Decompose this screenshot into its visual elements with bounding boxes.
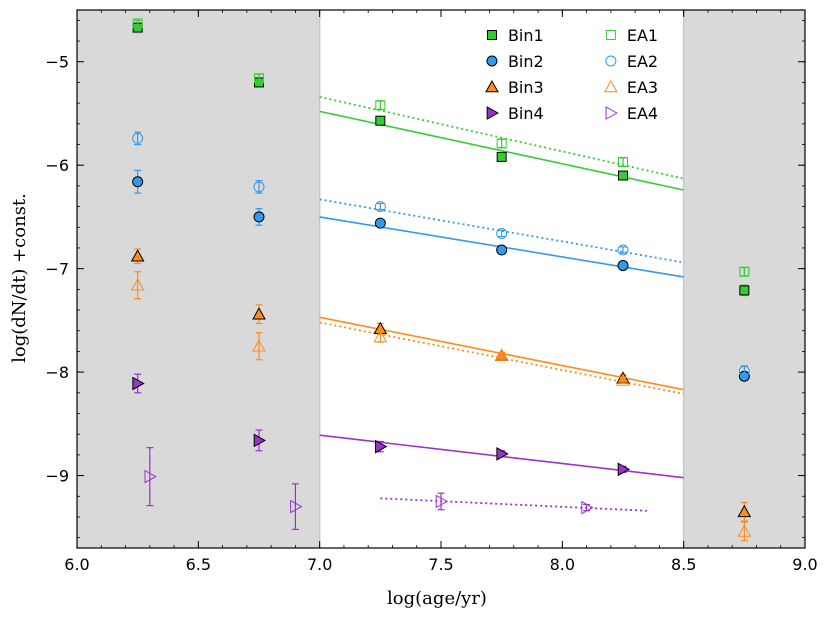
y-axis-label: log(dN/dt) +const. bbox=[9, 193, 30, 363]
data-point-ea4 bbox=[290, 499, 303, 514]
data-point-bin3 bbox=[737, 504, 752, 518]
legend-label: Bin2 bbox=[508, 52, 544, 71]
x-tick-label: 7.0 bbox=[307, 555, 332, 574]
axes: 6.0 6.5 7.0 7.5 8.0 8.5 9.0 −5 −6 −7 −8 −9 bbox=[45, 9, 818, 574]
data-point-ea1 bbox=[132, 18, 143, 29]
legend: Bin1 Bin2 Bin3 Bin4 EA1 EA2 EA3 EA4 bbox=[485, 26, 658, 123]
legend-entry-ea1: EA1 bbox=[605, 26, 658, 45]
data-point-bin1 bbox=[375, 115, 386, 126]
y-tick-label: −6 bbox=[45, 156, 69, 175]
legend-label: EA4 bbox=[627, 104, 658, 123]
data-point-ea2 bbox=[496, 227, 508, 239]
series-bin2 bbox=[132, 169, 750, 382]
data-point-bin1 bbox=[618, 170, 628, 181]
data-point-ea1 bbox=[496, 138, 507, 149]
fit-line-ea4-fit bbox=[380, 497, 648, 512]
data-point-bin2 bbox=[496, 244, 508, 256]
data-point-ea3 bbox=[616, 373, 630, 386]
series-ea4 bbox=[144, 447, 594, 530]
data-point-ea2 bbox=[374, 201, 386, 213]
data-point-ea2 bbox=[738, 365, 750, 377]
legend-marker bbox=[605, 30, 616, 40]
legend-marker bbox=[604, 79, 618, 93]
data-point-bin4 bbox=[496, 447, 509, 461]
data-point-ea3 bbox=[252, 339, 266, 352]
legend-label: Bin1 bbox=[508, 26, 544, 45]
fit-line-bin1-fit bbox=[319, 110, 684, 191]
legend-label: Bin3 bbox=[508, 78, 544, 97]
data-point-bin3 bbox=[252, 307, 266, 320]
x-tick-label: 6.5 bbox=[186, 555, 211, 574]
data-point-ea4 bbox=[435, 494, 449, 509]
y-tick-label: −7 bbox=[45, 260, 69, 279]
data-point-bin4 bbox=[375, 439, 388, 454]
data-point-bin4 bbox=[253, 433, 267, 448]
data-point-ea2 bbox=[132, 132, 144, 144]
data-point-ea1 bbox=[739, 266, 750, 277]
data-point-ea3 bbox=[373, 329, 388, 343]
data-point-bin1 bbox=[739, 285, 750, 296]
data-point-ea3 bbox=[494, 348, 509, 361]
series-ea3 bbox=[130, 271, 752, 542]
data-point-bin2 bbox=[253, 211, 265, 223]
data-point-bin4 bbox=[617, 462, 631, 477]
legend-marker bbox=[486, 106, 499, 120]
shaded-regions bbox=[77, 10, 805, 548]
data-point-ea2 bbox=[617, 244, 629, 256]
y-tick-label: −8 bbox=[45, 363, 69, 382]
data-point-ea4 bbox=[581, 500, 594, 515]
legend-marker bbox=[605, 55, 617, 67]
x-tick-label: 6.0 bbox=[64, 555, 89, 574]
data-point-bin2 bbox=[374, 217, 386, 229]
x-tick-label: 8.0 bbox=[550, 555, 575, 574]
y-tick-label: −5 bbox=[45, 53, 69, 72]
legend-marker bbox=[486, 30, 497, 40]
legend-label: EA2 bbox=[627, 52, 658, 71]
x-tick-label: 7.5 bbox=[428, 555, 453, 574]
series-ea1 bbox=[132, 18, 750, 277]
data-point-ea3 bbox=[737, 524, 752, 537]
legend-label: EA1 bbox=[627, 26, 658, 45]
data-point-ea2 bbox=[253, 181, 265, 193]
data-point-bin2 bbox=[617, 260, 629, 272]
legend-entry-bin1: Bin1 bbox=[486, 26, 544, 45]
x-tick-label: 8.5 bbox=[671, 555, 696, 574]
x-axis-label: log(age/yr) bbox=[387, 588, 487, 609]
legend-entry-bin4: Bin4 bbox=[486, 104, 544, 123]
data-point-ea4 bbox=[144, 469, 157, 484]
data-point-bin3 bbox=[130, 249, 145, 262]
legend-marker bbox=[486, 55, 498, 67]
data-point-ea1 bbox=[254, 73, 264, 84]
data-point-ea3 bbox=[130, 278, 145, 291]
data-points bbox=[130, 18, 752, 542]
data-point-ea1 bbox=[375, 100, 386, 111]
legend-marker bbox=[485, 79, 499, 93]
legend-label: Bin4 bbox=[508, 104, 544, 123]
series-ea2 bbox=[132, 131, 750, 377]
shaded-region-1 bbox=[683, 10, 805, 548]
series-bin4 bbox=[132, 373, 631, 477]
data-point-bin2 bbox=[132, 176, 144, 188]
data-point-bin4 bbox=[132, 376, 145, 391]
shaded-region-0 bbox=[77, 10, 320, 548]
legend-entry-ea2: EA2 bbox=[605, 52, 658, 71]
legend-entry-bin2: Bin2 bbox=[486, 52, 544, 71]
legend-marker bbox=[605, 106, 618, 120]
legend-entry-ea4: EA4 bbox=[605, 104, 658, 123]
legend-entry-bin3: Bin3 bbox=[485, 78, 544, 97]
y-tick-label: −9 bbox=[45, 467, 69, 486]
legend-label: EA3 bbox=[627, 78, 658, 97]
legend-entry-ea3: EA3 bbox=[604, 78, 658, 97]
data-point-bin1 bbox=[496, 151, 507, 162]
x-tick-label: 9.0 bbox=[792, 555, 817, 574]
data-point-ea1 bbox=[618, 157, 628, 168]
